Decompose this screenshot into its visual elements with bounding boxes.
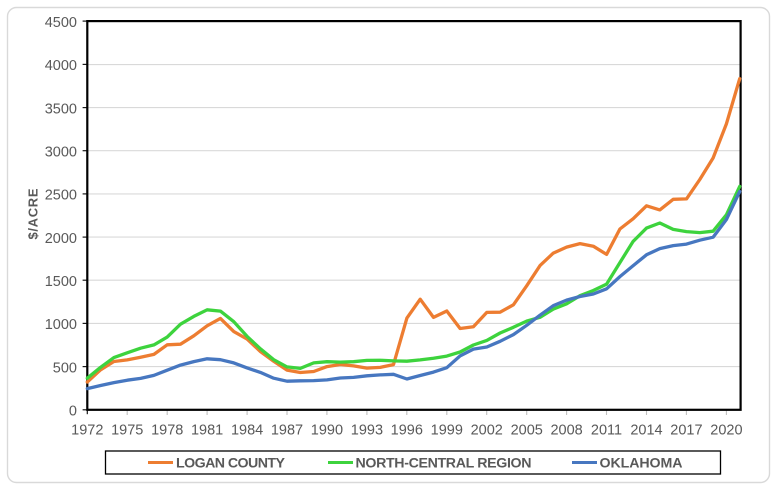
svg-text:OKLAHOMA: OKLAHOMA	[600, 455, 683, 471]
svg-text:1990: 1990	[311, 423, 343, 439]
svg-text:0: 0	[69, 404, 77, 420]
svg-text:NORTH-CENTRAL REGION: NORTH-CENTRAL REGION	[356, 455, 532, 471]
svg-text:3500: 3500	[45, 101, 77, 117]
svg-text:1993: 1993	[351, 423, 383, 439]
svg-text:1996: 1996	[391, 423, 423, 439]
svg-text:3000: 3000	[45, 145, 77, 161]
svg-text:2014: 2014	[630, 423, 662, 439]
svg-text:2011: 2011	[591, 423, 622, 439]
svg-text:4000: 4000	[45, 58, 77, 74]
svg-text:1000: 1000	[45, 317, 77, 333]
svg-text:1987: 1987	[271, 423, 303, 439]
svg-text:2017: 2017	[670, 423, 702, 439]
svg-text:2500: 2500	[45, 188, 77, 204]
svg-text:LOGAN COUNTY: LOGAN COUNTY	[176, 455, 286, 471]
svg-text:1972: 1972	[71, 423, 103, 439]
svg-text:1500: 1500	[45, 274, 77, 290]
svg-text:1975: 1975	[111, 423, 143, 439]
svg-text:1999: 1999	[431, 423, 463, 439]
svg-text:$/ACRE: $/ACRE	[26, 188, 41, 239]
svg-text:2008: 2008	[550, 423, 582, 439]
svg-text:500: 500	[53, 360, 77, 376]
svg-text:4500: 4500	[45, 15, 77, 31]
svg-text:1978: 1978	[151, 423, 183, 439]
svg-text:2002: 2002	[471, 423, 503, 439]
svg-text:2000: 2000	[45, 231, 77, 247]
svg-text:1981: 1981	[191, 423, 223, 439]
svg-text:1984: 1984	[231, 423, 263, 439]
svg-text:2005: 2005	[511, 423, 543, 439]
svg-text:2020: 2020	[710, 423, 742, 439]
